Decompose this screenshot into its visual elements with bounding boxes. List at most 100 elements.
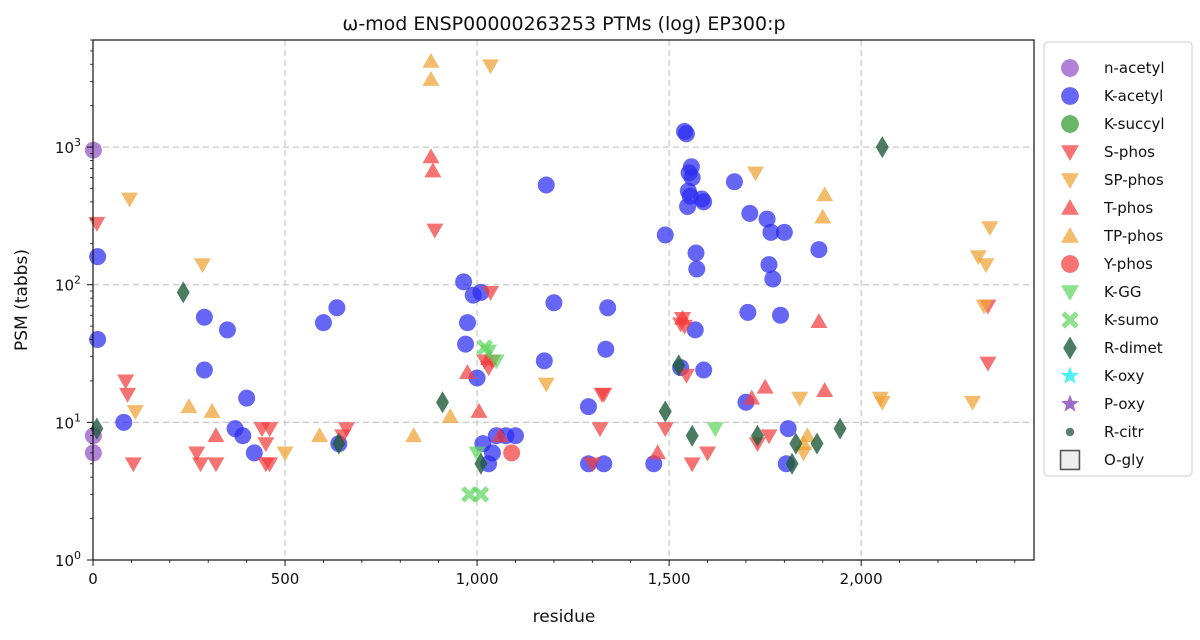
data-point-K-acetyl bbox=[314, 314, 332, 332]
grid-lines bbox=[93, 40, 1034, 560]
data-point-K-acetyl bbox=[645, 455, 663, 473]
data-point-S-phos bbox=[337, 422, 355, 438]
data-point-R-dimet bbox=[789, 432, 803, 455]
data-point-S-phos bbox=[683, 457, 701, 473]
data-point-T-phos bbox=[674, 309, 692, 325]
legend-label: K-acetyl bbox=[1104, 87, 1163, 105]
x-tick-label: 0 bbox=[88, 570, 98, 588]
data-point-K-acetyl bbox=[458, 314, 476, 332]
y-tick-label: 100 bbox=[55, 549, 81, 570]
data-point-S-phos bbox=[656, 422, 674, 438]
data-point-K-acetyl bbox=[579, 398, 597, 416]
data-point-S-phos bbox=[979, 356, 997, 372]
data-point-K-acetyl bbox=[597, 340, 615, 358]
legend-marker-TP-phos bbox=[1061, 227, 1079, 243]
data-point-K-acetyl bbox=[772, 306, 790, 324]
data-point-SP-phos bbox=[276, 446, 294, 462]
data-point-K-acetyl bbox=[762, 223, 780, 241]
legend-label: T-phos bbox=[1103, 199, 1153, 217]
data-point-T-phos bbox=[424, 162, 442, 178]
data-point-K-acetyl bbox=[686, 321, 704, 339]
data-point-R-dimet bbox=[875, 136, 889, 159]
legend-marker-R-citr bbox=[1065, 427, 1075, 437]
data-point-S-phos bbox=[760, 429, 778, 445]
data-point-K-acetyl bbox=[677, 125, 695, 143]
legend-label: n-acetyl bbox=[1104, 59, 1165, 77]
data-point-K-acetyl bbox=[455, 273, 473, 291]
legend-marker-R-dimet bbox=[1063, 336, 1077, 360]
data-point-K-acetyl bbox=[245, 444, 263, 462]
data-point-TP-phos bbox=[311, 427, 329, 443]
data-point-S-phos bbox=[117, 374, 135, 390]
data-point-R-dimet bbox=[332, 432, 346, 455]
data-point-SP-phos bbox=[120, 192, 138, 208]
data-point-TP-phos bbox=[422, 52, 440, 68]
data-point-K-acetyl bbox=[115, 413, 133, 431]
data-point-SP-phos bbox=[537, 377, 555, 393]
legend-label: R-dimet bbox=[1104, 339, 1163, 357]
data-point-T-phos bbox=[207, 427, 225, 443]
data-point-T-phos bbox=[458, 364, 476, 379]
data-point-SP-phos bbox=[747, 166, 765, 182]
data-point-K-acetyl bbox=[234, 427, 252, 445]
data-point-K-GG bbox=[706, 422, 724, 438]
data-point-K-acetyl bbox=[218, 321, 236, 339]
data-point-K-acetyl bbox=[89, 248, 107, 266]
data-point-T-phos bbox=[743, 389, 761, 405]
data-point-K-acetyl bbox=[328, 299, 346, 317]
data-point-SP-phos bbox=[795, 446, 813, 462]
data-point-T-phos bbox=[491, 427, 509, 443]
legend: n-acetyl K-acetyl K-succyl S-phos SP-phos T-p… bbox=[1043, 41, 1193, 477]
legend-marker-K-acetyl bbox=[1061, 87, 1079, 105]
data-point-K-acetyl bbox=[599, 299, 617, 317]
y-tick-label: 102 bbox=[55, 274, 81, 295]
data-point-K-acetyl bbox=[760, 256, 778, 274]
data-point-SP-phos bbox=[482, 59, 500, 75]
legend-marker-S-phos bbox=[1061, 145, 1079, 161]
legend-marker-K-GG bbox=[1061, 285, 1079, 301]
legend-label: SP-phos bbox=[1104, 171, 1164, 189]
data-point-K-acetyl bbox=[545, 294, 563, 312]
data-point-R-dimet bbox=[785, 452, 799, 475]
data-point-R-dimet bbox=[672, 354, 686, 377]
data-point-SP-phos bbox=[969, 250, 987, 266]
data-point-K-acetyl bbox=[195, 308, 213, 326]
legend-marker-K-oxy bbox=[1061, 366, 1079, 384]
data-point-SP-phos bbox=[791, 391, 809, 407]
legend-label: O-gly bbox=[1104, 451, 1144, 469]
data-point-SP-phos bbox=[873, 395, 891, 411]
data-point-K-GG bbox=[487, 354, 505, 370]
data-point-R-dimet bbox=[176, 281, 190, 304]
data-point-K-acetyl bbox=[195, 361, 213, 379]
data-point-S-phos bbox=[261, 457, 279, 473]
x-tick-label: 2,000 bbox=[840, 570, 883, 588]
data-point-T-phos bbox=[816, 382, 834, 398]
data-point-K-GG bbox=[468, 446, 486, 462]
legend-box bbox=[1043, 41, 1193, 477]
data-point-K-acetyl bbox=[758, 210, 776, 228]
data-point-S-phos bbox=[595, 387, 613, 403]
data-point-R-dimet bbox=[685, 424, 699, 447]
legend-marker-O-gly bbox=[1059, 449, 1081, 471]
data-point-TP-phos bbox=[405, 427, 423, 443]
legend-label: K-oxy bbox=[1104, 367, 1145, 385]
data-point-K-acetyl bbox=[687, 244, 705, 262]
data-point-S-phos bbox=[591, 422, 609, 438]
data-point-SP-phos bbox=[981, 221, 999, 237]
data-point-R-dimet bbox=[810, 432, 824, 455]
data-point-S-phos bbox=[119, 387, 137, 403]
data-point-S-phos bbox=[677, 368, 695, 384]
data-point-SP-phos bbox=[126, 405, 144, 420]
data-point-SP-phos bbox=[193, 258, 211, 274]
x-tick-label: 1,500 bbox=[648, 570, 691, 588]
data-point-K-acetyl bbox=[779, 420, 797, 438]
legend-label: TP-phos bbox=[1103, 227, 1163, 245]
data-point-K-acetyl bbox=[537, 176, 555, 194]
data-point-S-phos bbox=[188, 446, 206, 462]
data-point-TP-phos bbox=[798, 427, 816, 443]
data-point-S-phos bbox=[583, 457, 601, 473]
legend-label: K-sumo bbox=[1104, 311, 1159, 329]
y-tick-label: 103 bbox=[55, 136, 81, 157]
legend-marker-Y-phos bbox=[1061, 255, 1079, 273]
data-point-TP-phos bbox=[180, 398, 198, 414]
